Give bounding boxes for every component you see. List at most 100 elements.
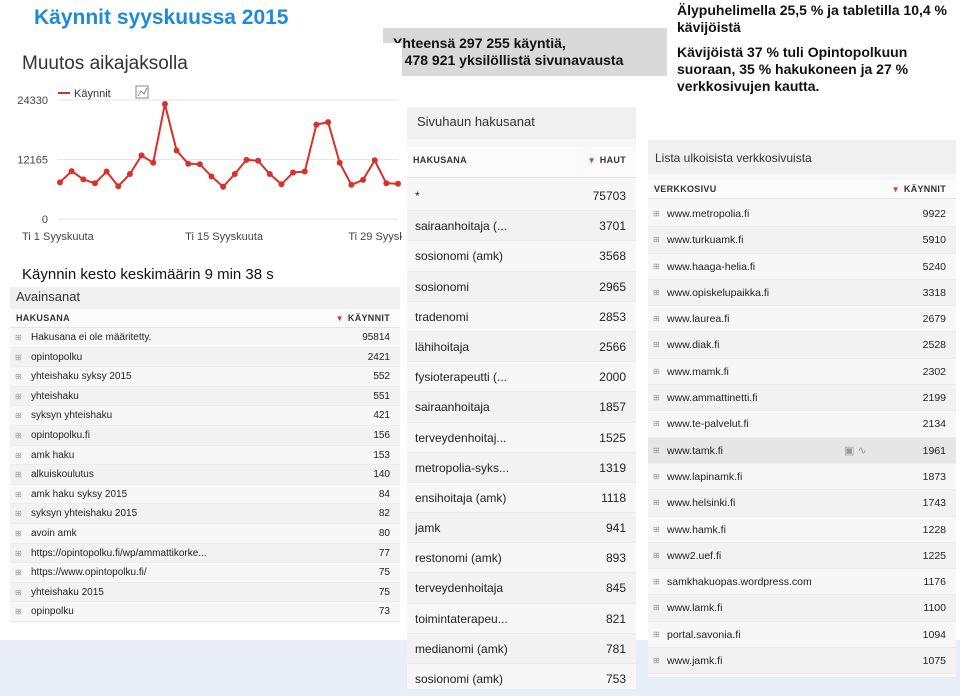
expand-row-icon[interactable]: ⊞ bbox=[653, 629, 660, 639]
data-point[interactable] bbox=[290, 169, 297, 176]
data-point[interactable] bbox=[185, 160, 192, 167]
data-point[interactable] bbox=[150, 159, 157, 166]
expand-row-icon[interactable]: ⊞ bbox=[653, 314, 660, 324]
expand-row-icon[interactable]: ⊞ bbox=[653, 603, 660, 613]
table-row[interactable]: ensihoitaja (amk) 1118 bbox=[407, 483, 636, 514]
expand-row-icon[interactable]: ⊞ bbox=[653, 550, 660, 560]
data-point[interactable] bbox=[383, 180, 390, 187]
col-header-verkkosivu[interactable]: VERKKOSIVU bbox=[654, 184, 717, 194]
data-point[interactable] bbox=[126, 171, 133, 178]
table-row[interactable]: ⊞ syksyn yhteishaku 2015 82 bbox=[10, 504, 400, 524]
expand-row-icon[interactable]: ⊞ bbox=[653, 656, 660, 666]
table-row[interactable]: sairaanhoitaja 1857 bbox=[407, 392, 636, 423]
table-row[interactable]: ⊞ www.turkuamk.fi 5910 bbox=[648, 227, 956, 254]
chart-type-icon[interactable] bbox=[135, 85, 149, 99]
expand-row-icon[interactable]: ⊞ bbox=[653, 261, 660, 271]
data-point[interactable] bbox=[208, 173, 215, 180]
expand-row-icon[interactable]: ⊞ bbox=[15, 391, 22, 401]
table-row[interactable]: ⊞ portal.savonia.fi 1094 bbox=[648, 622, 956, 649]
expand-row-icon[interactable]: ⊞ bbox=[653, 471, 660, 481]
data-point[interactable] bbox=[360, 176, 367, 183]
table-row[interactable]: ⊞ opinpolku 73 bbox=[10, 602, 400, 622]
expand-row-icon[interactable]: ⊞ bbox=[653, 419, 660, 429]
table-row[interactable]: sosionomi (amk) 753 bbox=[407, 664, 636, 689]
data-point[interactable] bbox=[301, 168, 308, 175]
data-point[interactable] bbox=[325, 119, 332, 126]
expand-row-icon[interactable]: ⊞ bbox=[653, 235, 660, 245]
table-row[interactable]: terveydenhoitaj... 1525 bbox=[407, 423, 636, 453]
table-row[interactable]: ⊞ www.diak.fi 2528 bbox=[648, 332, 956, 359]
expand-row-icon[interactable]: ⊞ bbox=[15, 352, 22, 362]
expand-row-icon[interactable]: ⊞ bbox=[15, 587, 22, 597]
table-row[interactable]: ⊞ yhteishaku syksy 2015 552 bbox=[10, 367, 400, 387]
table-row[interactable]: restonomi (amk) 893 bbox=[407, 543, 636, 574]
table-row[interactable]: ⊞ amk haku syksy 2015 84 bbox=[10, 485, 400, 505]
table-row[interactable]: lähihoitaja 2566 bbox=[407, 331, 636, 363]
table-row[interactable]: ⊞ yhteishaku 551 bbox=[10, 386, 400, 407]
table-row[interactable]: ⊞ www.metropolia.fi 9922 bbox=[648, 201, 956, 228]
table-row[interactable]: ⊞ samkhakuopas.wordpress.com 1176 bbox=[648, 569, 956, 596]
table-row[interactable]: ⊞ opintopolku.fi 156 bbox=[10, 425, 400, 446]
data-point[interactable] bbox=[91, 180, 98, 187]
table-row[interactable]: ⊞ www.helsinki.fi 1743 bbox=[648, 490, 956, 517]
table-row[interactable]: ⊞ www.jamk.fi 1075 bbox=[648, 648, 956, 675]
visits-line-chart[interactable]: Käynnit 24330 12165 0 Ti 1 Syyskuuta Ti 15 … bbox=[10, 43, 402, 251]
data-point[interactable] bbox=[173, 147, 180, 154]
expand-row-icon[interactable]: ⊞ bbox=[15, 430, 22, 440]
data-point[interactable] bbox=[313, 121, 320, 128]
expand-row-icon[interactable]: ⊞ bbox=[15, 333, 22, 342]
expand-row-icon[interactable]: ⊞ bbox=[15, 489, 22, 499]
expand-row-icon[interactable]: ⊞ bbox=[653, 366, 660, 376]
table-row[interactable]: ⊞ www.hamk.fi 1228 bbox=[648, 517, 956, 543]
table-row[interactable]: ⊞ opintopolku 2421 bbox=[10, 347, 400, 368]
table-row[interactable]: metropolia-syks... 1319 bbox=[407, 452, 636, 483]
table-row[interactable]: ⊞ https://www.opintopolku.fi/75 bbox=[10, 563, 400, 583]
table-row[interactable]: ⊞ www.lapinamk.fi 1873 bbox=[648, 464, 956, 491]
table-row[interactable]: ⊞ www.tamk.fi 1961 ▣ ∿ bbox=[648, 437, 956, 464]
expand-row-icon[interactable]: ⊞ bbox=[15, 607, 22, 617]
table-row[interactable]: ⊞ www.lamk.fi 1100 bbox=[648, 595, 956, 622]
table-row[interactable]: ⊞ amk haku 153 bbox=[10, 446, 400, 466]
expand-row-icon[interactable]: ⊞ bbox=[653, 445, 660, 455]
table-row[interactable]: medianomi (amk) 781 bbox=[407, 633, 636, 664]
data-point[interactable] bbox=[278, 181, 285, 188]
row-action-icons[interactable]: ▣ ∿ bbox=[844, 444, 867, 457]
table-row[interactable]: ⊞ yhteishaku 2015 75 bbox=[10, 582, 400, 603]
data-point[interactable] bbox=[161, 101, 168, 108]
data-point[interactable] bbox=[138, 152, 145, 159]
expand-row-icon[interactable]: ⊞ bbox=[653, 524, 660, 534]
table-row[interactable]: terveydenhoitaja 845 bbox=[407, 573, 636, 604]
table-row[interactable]: ⊞ www.laurea.fi 2679 bbox=[648, 306, 956, 333]
data-point[interactable] bbox=[57, 179, 63, 186]
expand-row-icon[interactable]: ⊞ bbox=[653, 340, 660, 350]
expand-row-icon[interactable]: ⊞ bbox=[653, 209, 660, 218]
data-point[interactable] bbox=[255, 157, 262, 164]
expand-row-icon[interactable]: ⊞ bbox=[15, 548, 22, 558]
expand-row-icon[interactable]: ⊞ bbox=[15, 568, 22, 578]
col-header-kaynnit[interactable]: ▼ KÄYNNIT bbox=[336, 309, 390, 328]
col-header-kaynnit[interactable]: ▼ KÄYNNIT bbox=[892, 180, 946, 199]
expand-row-icon[interactable]: ⊞ bbox=[653, 498, 660, 508]
table-row[interactable]: sosionomi (amk) 3568 bbox=[407, 241, 636, 272]
table-row[interactable]: ⊞ www.haaga-helia.fi 5240 bbox=[648, 254, 956, 280]
table-row[interactable]: ⊞ syksyn yhteishaku 421 bbox=[10, 406, 400, 426]
expand-row-icon[interactable]: ⊞ bbox=[15, 450, 22, 460]
table-row[interactable]: ⊞ www.mamk.fi 2302 bbox=[648, 359, 956, 386]
expand-row-icon[interactable]: ⊞ bbox=[653, 577, 660, 587]
data-point[interactable] bbox=[68, 168, 75, 175]
table-row[interactable]: sairaanhoitaja (... 3701 bbox=[407, 211, 636, 242]
table-row[interactable]: ⊞ www2.uef.fi 1225 bbox=[648, 542, 956, 570]
data-point[interactable] bbox=[243, 156, 250, 163]
table-row[interactable]: tradenomi 2853 bbox=[407, 302, 636, 332]
data-point[interactable] bbox=[348, 181, 355, 188]
expand-row-icon[interactable]: ⊞ bbox=[15, 470, 22, 480]
expand-row-icon[interactable]: ⊞ bbox=[653, 393, 660, 403]
data-point[interactable] bbox=[266, 171, 273, 178]
col-header-hakusana[interactable]: HAKUSANA bbox=[16, 313, 70, 323]
table-row[interactable]: ⊞ https://opintopolku.fi/wp/ammattikorke.… bbox=[10, 543, 400, 564]
data-point[interactable] bbox=[80, 176, 87, 183]
table-row[interactable]: ⊞ Hakusana ei ole määritetty. 95814 bbox=[10, 328, 400, 348]
table-row[interactable]: ⊞ www.opiskelupaikka.fi 3318 bbox=[648, 279, 956, 307]
table-row[interactable]: sosionomi 2965 bbox=[407, 271, 636, 302]
expand-row-icon[interactable]: ⊞ bbox=[15, 411, 22, 421]
